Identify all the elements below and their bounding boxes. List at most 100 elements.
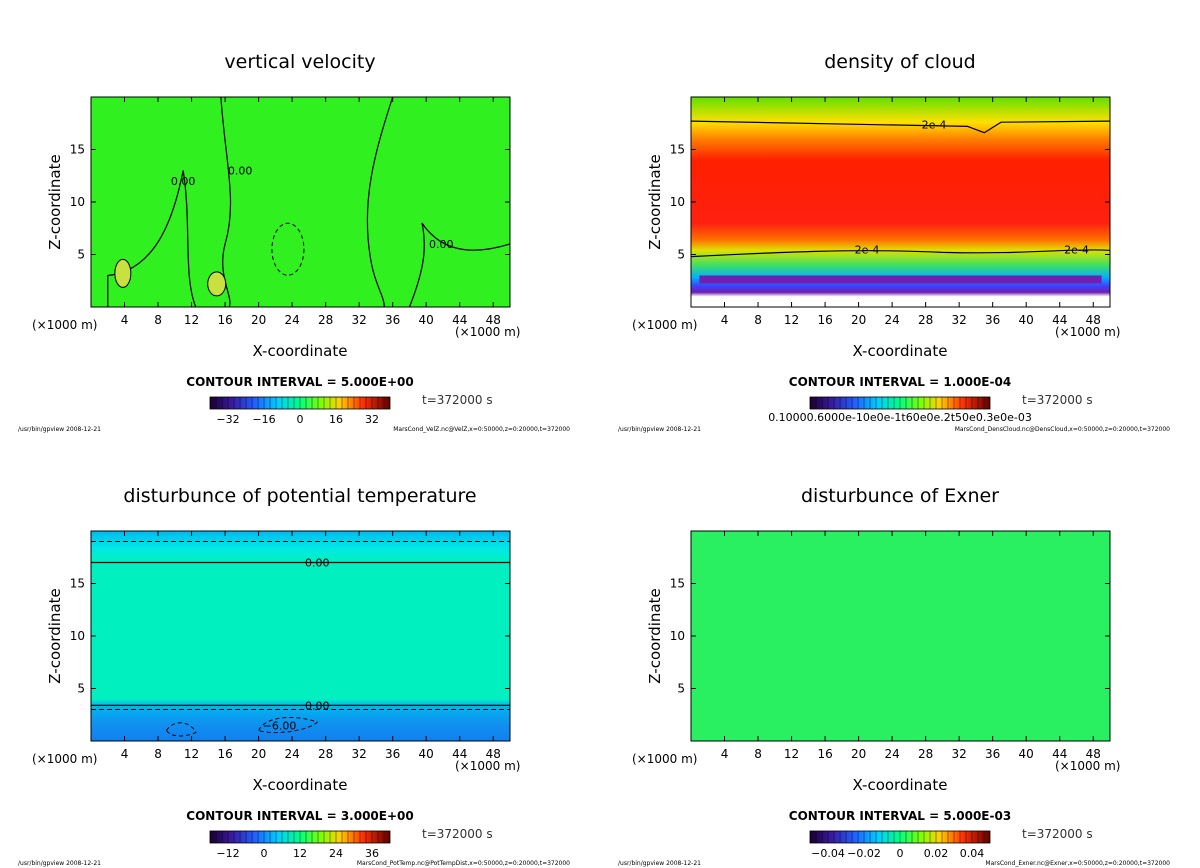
chart-title: vertical velocity (224, 51, 375, 73)
x-tick-label: 12 (784, 313, 799, 327)
time-label: t=372000 s (422, 827, 493, 841)
y-tick-label: 15 (70, 577, 85, 591)
colorbar-tick-label: 0 (261, 847, 268, 860)
footer-left: /usr/bin/gpview 2008-12-21 (618, 860, 701, 867)
x-tick-label: 4 (721, 313, 729, 327)
footer-right: MarsCond_DensCloud.nc@DensCloud,x=0:5000… (955, 426, 1170, 433)
heatmap-field (691, 531, 1110, 741)
contour-interval: CONTOUR INTERVAL = 1.000E-04 (789, 375, 1011, 389)
footer-right: MarsCond_Exner.nc@Exner,x=0:50000,z=0:20… (985, 860, 1170, 867)
x-tick-label: 20 (251, 313, 266, 327)
x-tick-label: 44 (452, 313, 467, 327)
y-axis-label: Z-coordinate (46, 154, 64, 249)
heatmap-field (91, 531, 510, 741)
footer-left: /usr/bin/gpview 2008-12-21 (18, 860, 101, 867)
contour-label: 0.00 (171, 175, 196, 188)
time-label: t=372000 s (1022, 827, 1093, 841)
x-tick-label: 48 (1086, 747, 1101, 761)
x-tick-label: 40 (419, 313, 434, 327)
colorbar-tick-label: 0.04 (960, 847, 985, 860)
x-tick-label: 24 (884, 747, 899, 761)
x-tick-label: 8 (754, 313, 762, 327)
contour-interval: CONTOUR INTERVAL = 3.000E+00 (186, 809, 413, 823)
x-tick-label: 32 (952, 747, 967, 761)
x-tick-label: 20 (851, 747, 866, 761)
x-unit-right: (×1000 m) (1055, 759, 1120, 773)
x-tick-label: 12 (784, 747, 799, 761)
contour-label: 2e-4 (1064, 243, 1089, 256)
y-tick-label: 10 (670, 629, 685, 643)
x-tick-label: 20 (251, 747, 266, 761)
colorbar-tick-label: 32 (365, 413, 379, 426)
x-tick-label: 48 (486, 313, 501, 327)
y-tick-label: 5 (77, 682, 85, 696)
x-tick-label: 28 (918, 747, 933, 761)
x-tick-label: 28 (318, 747, 333, 761)
contour-label: 0.00 (228, 165, 253, 178)
cloud-base-band (699, 275, 1102, 284)
x-tick-label: 36 (985, 747, 1000, 761)
colorbar-tick-label: 36 (365, 847, 379, 860)
x-unit-left: (×1000 m) (32, 318, 97, 332)
footer-right: MarsCond_PotTemp.nc@PotTempDist,x=0:5000… (357, 860, 570, 867)
x-tick-label: 12 (184, 747, 199, 761)
x-tick-label: 24 (284, 747, 299, 761)
contour-negative (271, 222, 305, 276)
colorbar-tick-label: 0.02 (924, 847, 949, 860)
colorbar-tick-label: −32 (216, 413, 239, 426)
x-tick-label: 44 (452, 747, 467, 761)
footer-left: /usr/bin/gpview 2008-12-21 (618, 426, 701, 433)
contour-label: 2e-4 (922, 118, 947, 131)
x-tick-label: 28 (918, 313, 933, 327)
chart-title: disturbunce of Exner (801, 485, 999, 507)
colorbar-tick-label: −0.04 (811, 847, 845, 860)
y-tick-label: 15 (670, 577, 685, 591)
colorbar-tick-label: −0.02 (847, 847, 881, 860)
x-tick-label: 40 (1019, 313, 1034, 327)
x-axis-label: X-coordinate (253, 342, 348, 360)
x-tick-label: 24 (884, 313, 899, 327)
contour-zero-line (366, 96, 394, 308)
contour-positive (207, 271, 227, 297)
chart-title: disturbunce of potential temperature (123, 485, 476, 507)
colorbar-tick-label: −12 (216, 847, 239, 860)
chart-title: density of cloud (824, 51, 976, 73)
colorbar-tick-label: 0 (297, 413, 304, 426)
contour-positive (114, 258, 132, 288)
contour-zero-line (220, 96, 232, 308)
y-axis-label: Z-coordinate (646, 154, 664, 249)
footer-right: MarsCond_VelZ.nc@VelZ,x=0:50000,z=0:2000… (393, 426, 570, 433)
contour-dashed (166, 722, 197, 737)
x-tick-label: 40 (419, 747, 434, 761)
contour-zero-line (107, 170, 197, 308)
x-axis-label: X-coordinate (853, 342, 948, 360)
x-tick-label: 36 (385, 747, 400, 761)
x-tick-label: 32 (352, 313, 367, 327)
contour-label: 0.00 (305, 557, 330, 570)
x-tick-label: 4 (721, 747, 729, 761)
x-unit-left: (×1000 m) (632, 752, 697, 766)
time-label: t=372000 s (1022, 393, 1093, 407)
footer-left: /usr/bin/gpview 2008-12-21 (18, 426, 101, 433)
y-tick-label: 15 (670, 143, 685, 157)
x-tick-label: 32 (952, 313, 967, 327)
x-unit-left: (×1000 m) (632, 318, 697, 332)
x-tick-label: 20 (851, 313, 866, 327)
y-tick-label: 15 (70, 143, 85, 157)
x-tick-label: 16 (217, 313, 232, 327)
x-unit-left: (×1000 m) (32, 752, 97, 766)
y-tick-label: 10 (70, 195, 85, 209)
contour-label: −6.00 (263, 719, 297, 732)
colorbar-tick-label: 0 (897, 847, 904, 860)
colorbar-tick-label: 12 (293, 847, 307, 860)
colorbar-tick-label: 0.10000.6000e-10e0e-1t60e0e.2t50e0.3e0e-… (768, 411, 1032, 424)
x-tick-label: 40 (1019, 747, 1034, 761)
x-tick-label: 4 (121, 313, 129, 327)
y-tick-label: 5 (677, 248, 685, 262)
x-unit-right: (×1000 m) (455, 325, 520, 339)
colorbar-tick-label: 24 (329, 847, 343, 860)
contour-interval: CONTOUR INTERVAL = 5.000E+00 (186, 375, 413, 389)
